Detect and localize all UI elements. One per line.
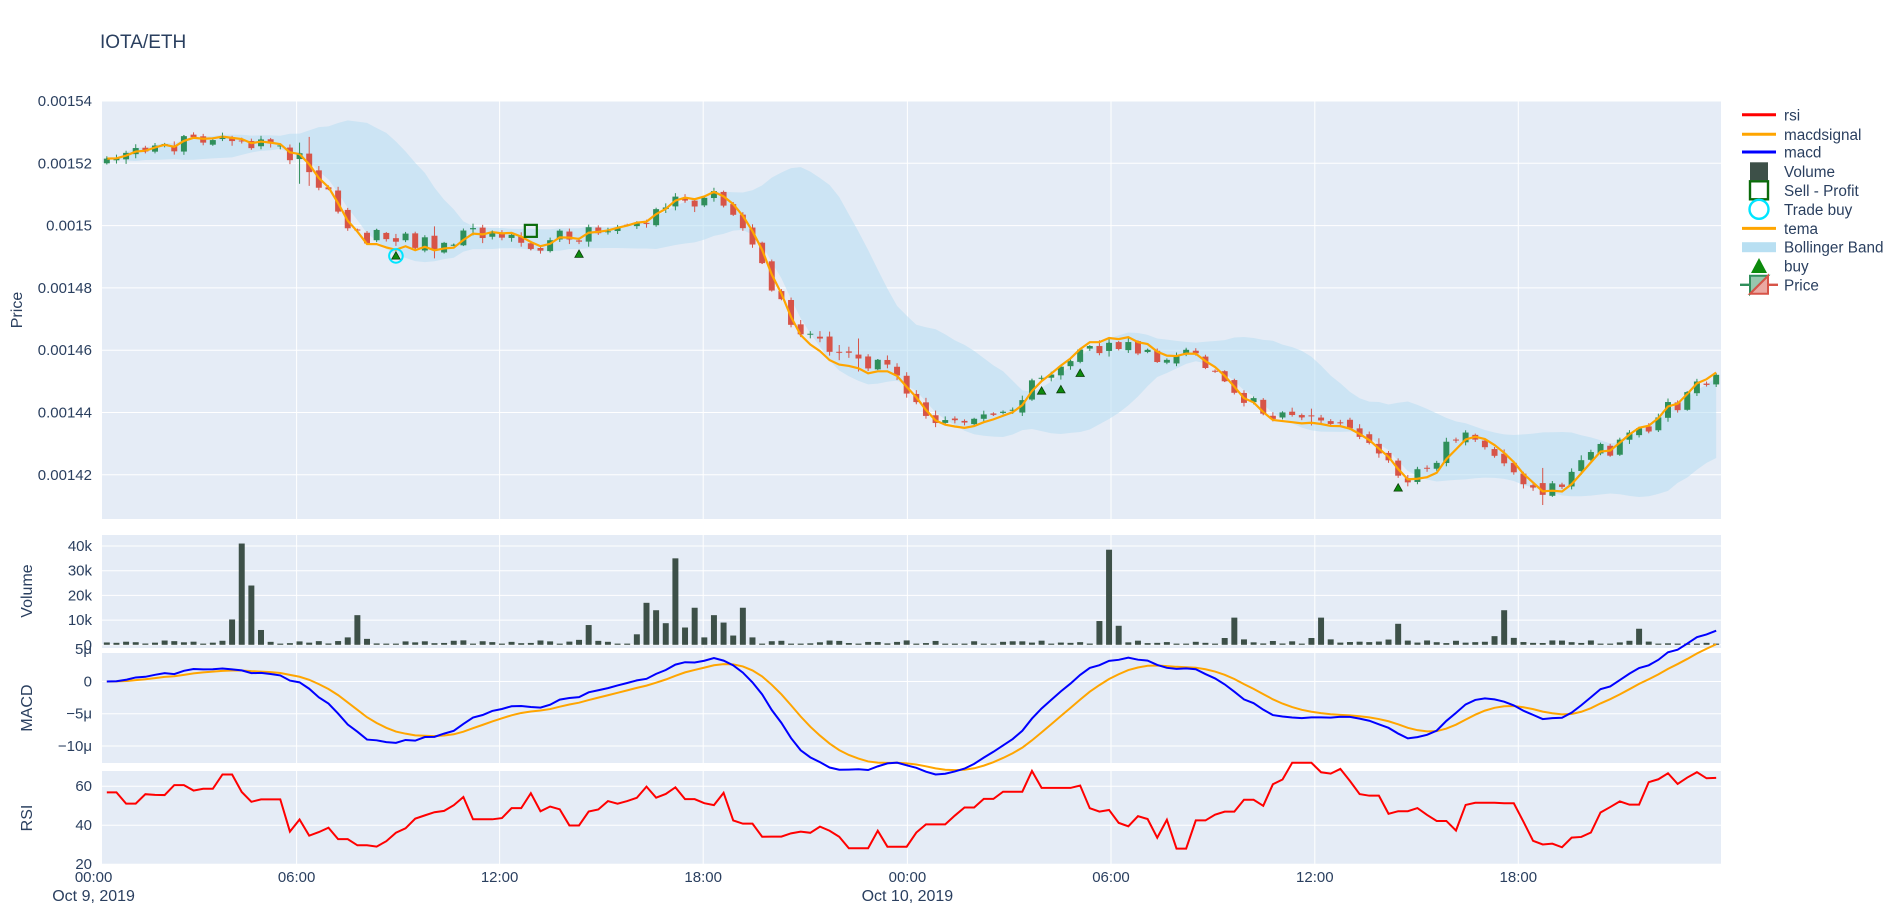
svg-text:18:00: 18:00 — [684, 869, 722, 886]
svg-text:0.00144: 0.00144 — [38, 405, 92, 422]
svg-text:Volume: Volume — [19, 564, 36, 617]
svg-text:Volume: Volume — [1784, 164, 1835, 181]
svg-text:12:00: 12:00 — [481, 869, 519, 886]
svg-text:Price: Price — [1784, 277, 1819, 294]
svg-text:Sell - Profit: Sell - Profit — [1784, 183, 1860, 200]
svg-text:Price: Price — [9, 292, 26, 329]
svg-text:macd: macd — [1784, 145, 1821, 162]
svg-text:0.00146: 0.00146 — [38, 342, 92, 359]
svg-text:macdsignal: macdsignal — [1784, 127, 1861, 144]
svg-text:0: 0 — [84, 673, 92, 690]
svg-text:Oct 9, 2019: Oct 9, 2019 — [52, 888, 135, 903]
svg-text:0.00148: 0.00148 — [38, 280, 92, 297]
svg-text:MACD: MACD — [19, 684, 36, 731]
svg-text:5μ: 5μ — [75, 641, 92, 658]
svg-text:RSI: RSI — [19, 805, 36, 832]
svg-text:40k: 40k — [68, 538, 93, 555]
svg-text:60: 60 — [75, 778, 92, 795]
svg-text:10k: 10k — [68, 612, 93, 629]
svg-text:00:00: 00:00 — [75, 869, 113, 886]
svg-text:06:00: 06:00 — [1092, 869, 1130, 886]
svg-text:0.00152: 0.00152 — [38, 155, 92, 172]
svg-text:rsi: rsi — [1784, 107, 1800, 124]
svg-text:12:00: 12:00 — [1296, 869, 1334, 886]
svg-text:tema: tema — [1784, 221, 1818, 238]
svg-text:40: 40 — [75, 817, 92, 834]
svg-text:Trade buy: Trade buy — [1784, 202, 1853, 219]
svg-text:00:00: 00:00 — [889, 869, 927, 886]
svg-text:buy: buy — [1784, 259, 1809, 276]
svg-text:30k: 30k — [68, 563, 93, 580]
svg-text:0.00154: 0.00154 — [38, 93, 92, 110]
svg-text:Oct 10, 2019: Oct 10, 2019 — [862, 888, 954, 903]
svg-text:18:00: 18:00 — [1500, 869, 1538, 886]
svg-text:Bollinger Band: Bollinger Band — [1784, 240, 1884, 257]
svg-text:20k: 20k — [68, 587, 93, 604]
svg-text:−10μ: −10μ — [58, 738, 92, 755]
svg-text:0.00142: 0.00142 — [38, 467, 92, 484]
svg-text:0.0015: 0.0015 — [46, 218, 92, 235]
svg-text:06:00: 06:00 — [278, 869, 316, 886]
svg-text:−5μ: −5μ — [66, 706, 92, 723]
